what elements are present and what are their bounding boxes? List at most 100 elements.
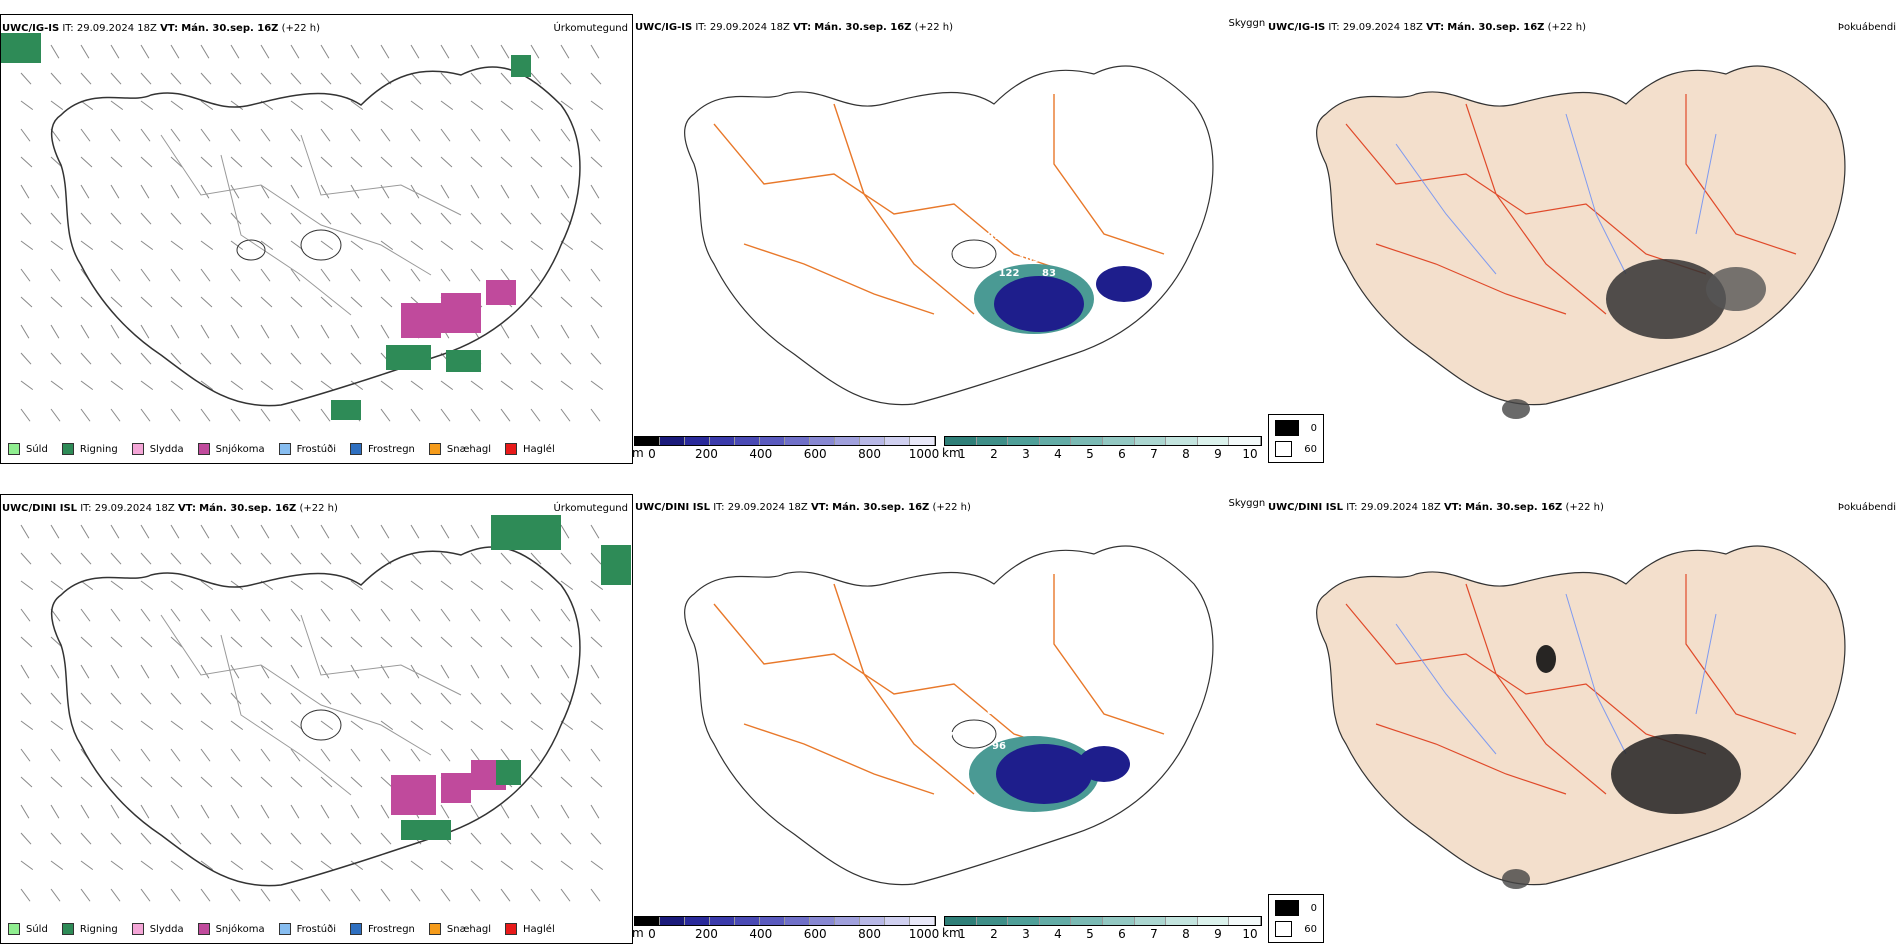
wind-barb	[470, 268, 481, 282]
wind-barb	[560, 552, 572, 565]
colorbar-segment	[860, 917, 885, 925]
wind-barb	[20, 380, 34, 391]
wind-barb	[500, 324, 510, 339]
wind-barb	[260, 44, 270, 59]
wind-barb	[560, 72, 572, 85]
wind-barb	[350, 156, 363, 168]
wind-barb	[20, 720, 34, 731]
wind-barb	[230, 380, 244, 391]
precip-legend-swatch	[278, 443, 291, 455]
precip-legend-item: Snæhagl	[428, 443, 491, 455]
wind-barb	[80, 524, 90, 539]
precip-legend-label: Slydda	[149, 923, 184, 935]
lead-time: (+22 h)	[1547, 22, 1587, 33]
wind-barb	[110, 184, 120, 199]
wind-barb	[50, 748, 61, 762]
wind-barb	[140, 776, 153, 788]
vt-value: Mán. 30.sep. 16Z	[814, 22, 912, 33]
vt-label: VT:	[160, 23, 179, 34]
wind-barb	[140, 832, 152, 845]
colorbar-segment	[1071, 917, 1103, 925]
model-name: UWC/IG-IS	[1268, 22, 1326, 33]
wind-barb	[170, 664, 180, 679]
wind-barb	[380, 888, 391, 902]
wind-barb	[470, 552, 482, 565]
wind-barb	[500, 832, 512, 845]
precip-legend-swatch	[278, 923, 291, 935]
wind-barb	[20, 664, 30, 679]
precip-legend-item: Súld	[8, 923, 48, 935]
wind-barb	[140, 664, 150, 679]
wind-barb	[590, 128, 601, 142]
wind-barb	[110, 408, 121, 422]
wind-barb	[590, 184, 600, 199]
wind-barb	[590, 156, 603, 168]
wind-barb	[290, 184, 300, 199]
wind-barb	[560, 832, 572, 845]
wind-barb	[290, 324, 300, 339]
visibility-unit: km	[942, 446, 961, 460]
wind-barb	[50, 608, 61, 622]
wind-barb	[260, 832, 272, 845]
precip-snow-areas	[391, 760, 506, 815]
colorbar-tick-label: 800	[858, 927, 882, 941]
wind-barb	[500, 804, 510, 819]
wind-barb	[560, 776, 573, 788]
cloud-height-bar	[634, 436, 936, 446]
wind-barb	[590, 212, 602, 225]
wind-barb	[590, 552, 602, 565]
colorbar-segment	[735, 437, 760, 445]
precip-legend-label: Frostregn	[368, 443, 415, 455]
colorbar-segment	[760, 917, 785, 925]
wind-barb	[590, 296, 603, 308]
wind-barb	[290, 832, 302, 845]
wind-barb	[140, 380, 154, 391]
wind-barb	[80, 156, 93, 168]
it-label: IT:	[62, 23, 74, 34]
wind-barb	[320, 888, 331, 902]
wind-barb	[200, 72, 212, 85]
wind-barb	[470, 748, 481, 762]
colorbar-segment	[1197, 917, 1230, 925]
colorbar-segment	[635, 917, 660, 925]
colorbar-segment	[1229, 437, 1261, 445]
wind-barb	[350, 720, 364, 731]
wind-barb	[200, 664, 210, 679]
colorbar-segment	[710, 437, 735, 445]
wind-barb	[560, 324, 570, 339]
wind-barb	[590, 888, 601, 902]
cloud-base-label: 122	[999, 268, 1020, 279]
wind-barb	[20, 352, 32, 365]
lead-time: (+22 h)	[1565, 502, 1604, 513]
wind-barb	[170, 128, 181, 142]
precip-legend-item: Rigning	[61, 923, 118, 935]
wind-barb	[320, 692, 332, 705]
colorbar-tick-label: 4	[1054, 927, 1062, 941]
cloud-base-label: 74	[947, 731, 961, 742]
precip-legend-swatch	[505, 443, 518, 455]
wind-barb	[20, 240, 34, 251]
lead-time: (+22 h)	[299, 503, 338, 514]
wind-barb	[200, 552, 212, 565]
wind-barb	[320, 212, 332, 225]
wind-barb	[170, 692, 182, 705]
wind-barb	[200, 524, 210, 539]
wind-barb	[470, 608, 481, 622]
wind-barb	[290, 296, 303, 308]
wind-barb	[50, 268, 61, 282]
wind-barb	[530, 860, 544, 871]
wind-barb	[50, 72, 62, 85]
wind-barb	[20, 128, 31, 142]
wind-barb	[500, 664, 510, 679]
colorbar-segment	[785, 917, 810, 925]
wind-barb	[50, 888, 61, 902]
wind-barb	[500, 156, 513, 168]
wind-barb	[440, 100, 454, 111]
wind-barb	[230, 324, 240, 339]
wind-barb	[440, 44, 450, 59]
wind-barb	[530, 888, 541, 902]
wind-barb	[350, 380, 364, 391]
colorbar-tick-label: 2	[990, 447, 998, 461]
wind-barb	[530, 608, 541, 622]
wind-barb	[200, 44, 210, 59]
